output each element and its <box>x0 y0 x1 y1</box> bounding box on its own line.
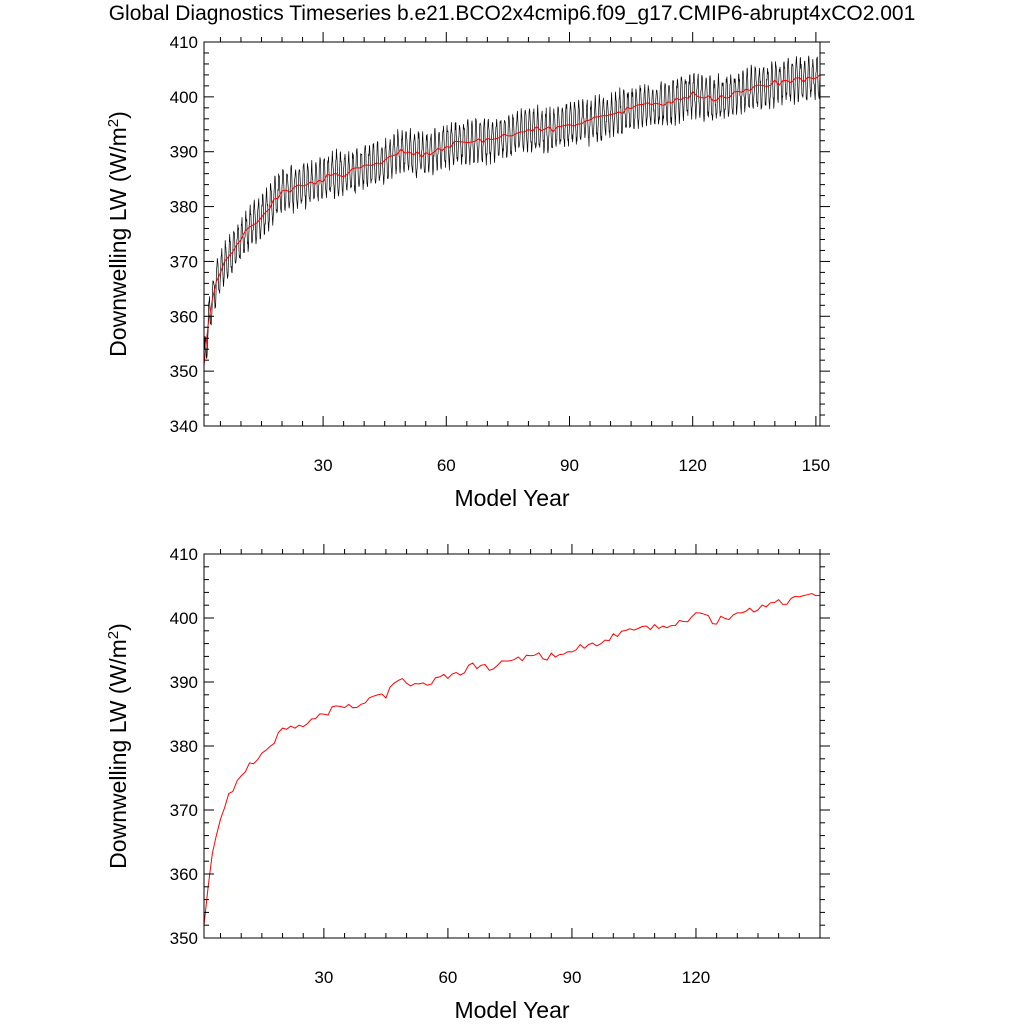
y-tick-label: 390 <box>170 143 198 162</box>
y-axis-label: Downwelling LW (W/m2) <box>105 623 131 869</box>
x-axis-label: Model Year <box>454 997 569 1023</box>
annual-mean-series-line <box>204 592 820 926</box>
y-tick-label: 350 <box>170 929 198 948</box>
y-tick-label: 410 <box>170 545 198 564</box>
y-tick-label: 360 <box>170 307 198 326</box>
top-panel: 30 60 90 120 150 340 350 360 370 380 390 400 410 Mode… <box>105 32 830 511</box>
x-tick-label: 30 <box>314 456 333 475</box>
x-tick-label: 120 <box>679 456 707 475</box>
y-tick-label: 380 <box>170 737 198 756</box>
x-tick-label: 90 <box>562 968 581 987</box>
x-tick-label: 60 <box>438 968 457 987</box>
y-tick-label: 410 <box>170 33 198 52</box>
y-tick-label: 340 <box>170 417 198 436</box>
plot-frame <box>203 41 821 427</box>
y-tick-label: 370 <box>170 252 198 271</box>
chart-title: Global Diagnostics Timeseries b.e21.BCO2… <box>108 2 916 25</box>
x-tick-label: 120 <box>682 968 710 987</box>
y-tick-label: 380 <box>170 198 198 217</box>
monthly-series-line <box>204 55 820 372</box>
y-axis-label: Downwelling LW (W/m2) <box>105 111 131 357</box>
y-tick-label: 370 <box>170 801 198 820</box>
x-tick-label: 30 <box>314 968 333 987</box>
y-tick-label: 400 <box>170 88 198 107</box>
y-tick-label: 390 <box>170 673 198 692</box>
y-tick-label: 400 <box>170 609 198 628</box>
bottom-panel: 30 60 90 120 350 360 370 380 390 400 410 Model Year… <box>105 544 830 1023</box>
x-axis-label: Model Year <box>454 485 569 511</box>
x-tick-label: 90 <box>560 456 579 475</box>
annual-mean-series-line <box>204 74 820 366</box>
y-tick-label: 350 <box>170 362 198 381</box>
x-tick-label: 60 <box>437 456 456 475</box>
x-tick-label: 150 <box>802 456 830 475</box>
y-tick-label: 360 <box>170 865 198 884</box>
plot-frame <box>203 553 821 939</box>
